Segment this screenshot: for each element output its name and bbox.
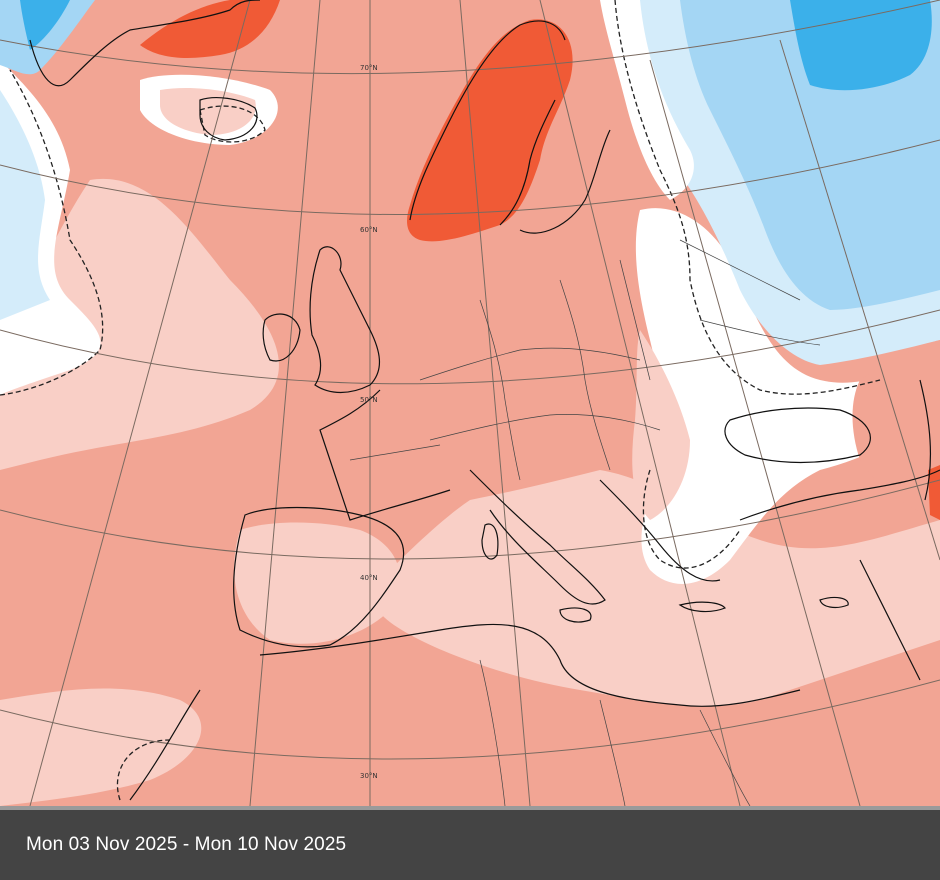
coast-ireland bbox=[262, 313, 301, 362]
coast-greenland bbox=[29, 0, 261, 87]
lat-label-30: 30°N bbox=[360, 772, 378, 780]
date-range-caption: Mon 03 Nov 2025 - Mon 10 Nov 2025 bbox=[26, 834, 347, 855]
coast-norway bbox=[409, 20, 566, 221]
border-4 bbox=[619, 259, 651, 381]
border-1 bbox=[419, 347, 641, 381]
parallel-70 bbox=[0, 0, 940, 75]
parallel-30 bbox=[0, 679, 940, 760]
coast-sardinia bbox=[481, 523, 499, 560]
border-3 bbox=[559, 279, 611, 471]
meridian-w10 bbox=[249, 0, 321, 806]
iceland-light bbox=[160, 88, 256, 135]
border-2 bbox=[479, 299, 521, 481]
coast-iceland bbox=[199, 97, 258, 141]
contour-sw bbox=[116, 739, 171, 801]
eastern-europe-neutral bbox=[635, 208, 940, 584]
meridian-e40 bbox=[779, 39, 940, 561]
borders bbox=[349, 239, 821, 806]
coast-north-africa bbox=[259, 623, 801, 707]
middle-east-warm-strong bbox=[928, 465, 940, 520]
border-7 bbox=[599, 699, 626, 806]
coast-caspian bbox=[919, 379, 932, 501]
scandinavia-warm bbox=[407, 19, 573, 242]
coast-baltic bbox=[519, 129, 611, 234]
lat-label-70: 70°N bbox=[360, 64, 378, 72]
coast-france bbox=[319, 389, 451, 521]
meridian-e10 bbox=[459, 0, 531, 806]
iberia-light bbox=[234, 522, 400, 644]
coast-turkey bbox=[739, 469, 940, 521]
border-6 bbox=[349, 444, 441, 461]
border-10 bbox=[679, 239, 801, 301]
coast-black-sea bbox=[724, 407, 871, 464]
coast-levant bbox=[859, 559, 921, 681]
atlantic-light-band bbox=[0, 178, 279, 471]
coast-britain bbox=[309, 246, 381, 394]
middle-east-warm bbox=[852, 340, 940, 520]
coast-morocco bbox=[129, 689, 201, 801]
contour-atlantic bbox=[0, 69, 104, 396]
meridian-e20 bbox=[539, 0, 741, 806]
border-9 bbox=[479, 659, 506, 806]
coastlines bbox=[29, 0, 940, 801]
west-atlantic-cool bbox=[0, 90, 50, 320]
map-canvas: 70°N 60°N 50°N 40°N 30°N bbox=[0, 0, 940, 806]
greenland-warm bbox=[140, 0, 280, 58]
border-8 bbox=[699, 709, 751, 806]
contour-iceland bbox=[199, 105, 266, 143]
southern-light-band bbox=[0, 688, 202, 806]
dashed-contours bbox=[0, 0, 881, 801]
coast-sweden bbox=[499, 99, 556, 226]
caption-separator bbox=[0, 806, 940, 810]
russia-neutral-edge bbox=[600, 0, 694, 200]
coast-iberia bbox=[233, 506, 405, 648]
meridian-w30 bbox=[29, 0, 251, 806]
border-5 bbox=[429, 414, 661, 441]
coast-crete bbox=[678, 601, 726, 613]
caption-bar: Mon 03 Nov 2025 - Mon 10 Nov 2025 bbox=[0, 810, 940, 880]
graticule bbox=[0, 0, 940, 806]
lat-label-50: 50°N bbox=[360, 396, 378, 404]
parallel-50 bbox=[0, 309, 940, 385]
balkans-light bbox=[632, 330, 690, 520]
anomaly-map: 70°N 60°N 50°N 40°N 30°N bbox=[0, 0, 940, 806]
parallel-40 bbox=[0, 479, 940, 560]
parallel-60 bbox=[0, 139, 940, 215]
mediterranean-light bbox=[372, 470, 940, 707]
contour-balkans bbox=[642, 469, 741, 569]
border-11 bbox=[699, 319, 821, 346]
coast-sicily bbox=[559, 607, 592, 623]
greenland-cool-strong bbox=[20, 0, 70, 50]
coast-balkans bbox=[599, 479, 721, 582]
coast-cyprus bbox=[819, 596, 849, 609]
meridian-e30 bbox=[649, 59, 861, 806]
lat-label-40: 40°N bbox=[360, 574, 378, 582]
russia-cool-strong bbox=[790, 0, 932, 91]
contour-east bbox=[614, 0, 881, 395]
lat-label-60: 60°N bbox=[360, 226, 378, 234]
coast-italy bbox=[469, 469, 606, 605]
